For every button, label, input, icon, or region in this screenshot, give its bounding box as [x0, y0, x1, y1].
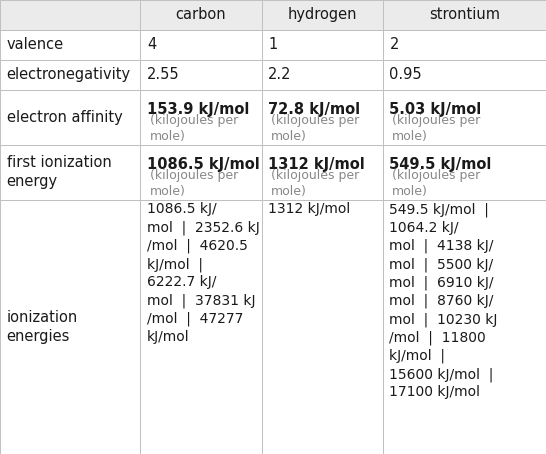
Bar: [383, 200, 546, 454]
Text: electron affinity: electron affinity: [7, 110, 122, 125]
Bar: [383, 60, 546, 90]
Bar: [140, 30, 262, 60]
Text: 0.95: 0.95: [389, 67, 422, 83]
Text: 2.2: 2.2: [268, 67, 292, 83]
Bar: [262, 200, 383, 454]
Text: strontium: strontium: [429, 7, 500, 23]
Bar: [140, 90, 262, 145]
Bar: [140, 145, 262, 200]
Bar: [0, 145, 140, 200]
Text: ionization
energies: ionization energies: [7, 310, 78, 344]
Bar: [0, 60, 140, 90]
Text: 72.8 kJ/mol: 72.8 kJ/mol: [268, 102, 360, 117]
Text: (kilojoules per
mole): (kilojoules per mole): [271, 114, 359, 143]
Bar: [262, 145, 383, 200]
Bar: [383, 145, 546, 200]
Bar: [140, 200, 262, 454]
Text: 1312 kJ/mol: 1312 kJ/mol: [268, 157, 365, 172]
Text: 4: 4: [147, 37, 156, 53]
Text: 2: 2: [389, 37, 399, 53]
Text: hydrogen: hydrogen: [288, 7, 357, 23]
Bar: [0, 0, 140, 30]
Text: valence: valence: [7, 37, 64, 53]
Text: 1: 1: [268, 37, 277, 53]
Text: 5.03 kJ/mol: 5.03 kJ/mol: [389, 102, 482, 117]
Text: first ionization
energy: first ionization energy: [7, 155, 111, 189]
Bar: [140, 0, 262, 30]
Bar: [0, 90, 140, 145]
Bar: [140, 60, 262, 90]
Text: 153.9 kJ/mol: 153.9 kJ/mol: [147, 102, 249, 117]
Text: 1086.5 kJ/
mol  |  2352.6 kJ
/mol  |  4620.5
kJ/mol  |
6222.7 kJ/
mol  |  37831 : 1086.5 kJ/ mol | 2352.6 kJ /mol | 4620.5…: [147, 202, 259, 344]
Text: 1312 kJ/mol: 1312 kJ/mol: [268, 202, 351, 217]
Bar: [383, 30, 546, 60]
Text: 549.5 kJ/mol: 549.5 kJ/mol: [389, 157, 492, 172]
Bar: [262, 90, 383, 145]
Bar: [383, 90, 546, 145]
Text: 1086.5 kJ/mol: 1086.5 kJ/mol: [147, 157, 259, 172]
Text: (kilojoules per
mole): (kilojoules per mole): [392, 169, 480, 198]
Text: (kilojoules per
mole): (kilojoules per mole): [150, 169, 238, 198]
Text: (kilojoules per
mole): (kilojoules per mole): [150, 114, 238, 143]
Bar: [383, 0, 546, 30]
Bar: [0, 30, 140, 60]
Text: 549.5 kJ/mol  |
1064.2 kJ/
mol  |  4138 kJ/
mol  |  5500 kJ/
mol  |  6910 kJ/
mo: 549.5 kJ/mol | 1064.2 kJ/ mol | 4138 kJ/…: [389, 202, 498, 400]
Bar: [262, 0, 383, 30]
Bar: [0, 200, 140, 454]
Text: (kilojoules per
mole): (kilojoules per mole): [271, 169, 359, 198]
Text: (kilojoules per
mole): (kilojoules per mole): [392, 114, 480, 143]
Text: electronegativity: electronegativity: [7, 67, 130, 83]
Text: carbon: carbon: [176, 7, 226, 23]
Text: 2.55: 2.55: [147, 67, 180, 83]
Bar: [262, 60, 383, 90]
Bar: [262, 30, 383, 60]
